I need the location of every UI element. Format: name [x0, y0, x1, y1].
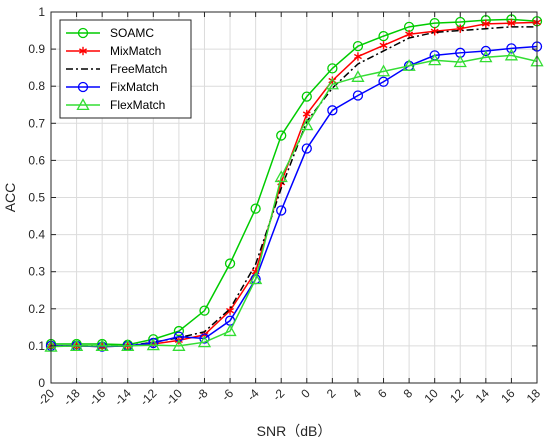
y-tick-label: 0.9: [28, 42, 45, 56]
data-point-flexmatch: [249, 272, 263, 285]
data-point-fixmatch: [506, 43, 517, 54]
data-point-mixmatch: [481, 19, 490, 29]
x-axis-title: SNR（dB）: [257, 423, 332, 439]
series-line-flexmatch: [50, 54, 538, 348]
data-point-fixmatch: [352, 90, 364, 101]
data-point-soamc: [352, 40, 364, 52]
data-point-flexmatch: [69, 339, 84, 351]
data-point-flexmatch: [479, 50, 493, 63]
data-point-soamc: [301, 91, 312, 102]
data-point-flexmatch: [121, 339, 135, 351]
data-point-mixmatch: [302, 109, 311, 119]
data-point-fixmatch: [199, 333, 210, 344]
data-point-flexmatch: [146, 338, 160, 351]
data-point-flexmatch: [351, 70, 365, 82]
series-layer: [44, 14, 544, 352]
data-point-flexmatch: [197, 335, 212, 348]
y-tick-label: 0.3: [28, 265, 45, 279]
data-point-soamc: [378, 30, 389, 42]
data-point-fixmatch: [378, 76, 389, 87]
y-tick-label: 0.8: [28, 79, 45, 93]
data-point-flexmatch: [172, 339, 186, 351]
legend: SOAMC MixMatch FreeMatch FixMatch FlexMatch: [59, 19, 192, 119]
data-point-flexmatch: [504, 48, 519, 61]
data-point-flexmatch: [223, 324, 237, 337]
data-point-soamc: [276, 130, 287, 141]
data-point-flexmatch: [453, 55, 467, 68]
y-tick-label: 0.4: [28, 228, 45, 242]
legend-label-mixmatch: MixMatch: [110, 44, 161, 58]
data-point-mixmatch: [353, 52, 362, 61]
data-point-mixmatch: [405, 30, 414, 39]
data-point-flexmatch: [274, 170, 288, 183]
data-point-soamc: [224, 258, 236, 269]
data-point-soamc: [173, 325, 185, 337]
legend-label-soamc: SOAMC: [110, 26, 154, 40]
data-point-fixmatch: [327, 105, 338, 116]
series-flexmatch: [44, 48, 544, 352]
y-tick-label: 1: [38, 5, 45, 19]
legend-marker-soamc: [77, 27, 89, 39]
data-point-soamc: [327, 63, 338, 74]
data-point-flexmatch: [402, 58, 416, 71]
legend-marker-fixmatch: [77, 81, 89, 93]
data-point-flexmatch: [325, 77, 339, 90]
data-point-flexmatch: [95, 339, 109, 351]
legend-marker-mixmatch: [79, 46, 87, 56]
data-point-soamc: [250, 203, 261, 214]
legend-marker-flexmatch: [76, 98, 90, 111]
data-point-flexmatch: [300, 118, 314, 131]
data-point-flexmatch: [428, 53, 442, 66]
legend-label-flexmatch: FlexMatch: [110, 98, 165, 112]
y-tick-label: 0.6: [28, 153, 45, 167]
data-point-fixmatch: [276, 205, 287, 216]
y-tick-label: 0.7: [28, 116, 45, 130]
data-point-fixmatch: [301, 143, 312, 154]
y-tick-label: 0.1: [28, 339, 45, 353]
data-point-soamc: [199, 305, 210, 316]
y-tick-label: 0.2: [28, 302, 45, 316]
data-point-fixmatch: [480, 45, 491, 57]
legend-label-fixmatch: FixMatch: [110, 80, 159, 94]
data-point-flexmatch: [376, 64, 391, 77]
y-tick-label: 0: [38, 376, 45, 390]
data-point-mixmatch: [379, 41, 388, 50]
y-axis-title: ACC: [2, 183, 18, 213]
data-point-mixmatch: [507, 18, 516, 28]
y-tick-label: 0.5: [28, 191, 45, 205]
legend-label-freematch: FreeMatch: [110, 62, 167, 76]
